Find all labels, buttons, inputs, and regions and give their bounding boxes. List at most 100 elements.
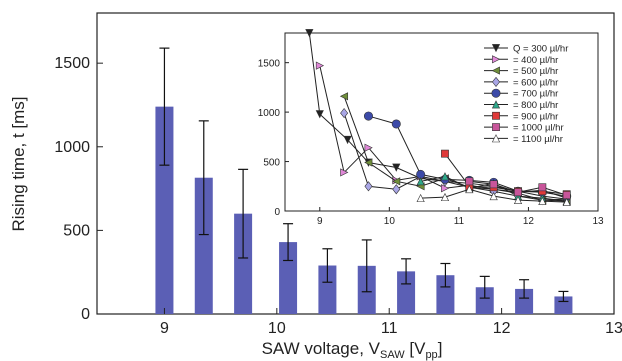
inset-point — [514, 188, 522, 197]
inset-point — [364, 181, 373, 192]
legend-marker — [491, 88, 501, 98]
legend-marker — [492, 76, 500, 87]
bar — [515, 288, 534, 314]
inset-point — [392, 163, 401, 172]
legend-marker — [492, 55, 501, 64]
inset-point — [465, 184, 474, 194]
inset-point — [364, 143, 373, 152]
legend-label: = 800 µl/hr — [513, 100, 558, 111]
inset-series — [465, 177, 571, 200]
inset-x-tick-label: 9 — [317, 216, 323, 227]
inset-x-tick-label: 10 — [384, 216, 396, 227]
inset-point — [340, 168, 349, 177]
inset-point — [489, 191, 498, 201]
inset-y-tick-label: 500 — [263, 158, 280, 169]
inset-point — [364, 158, 373, 167]
legend-item: Q = 300 µl/hr — [484, 44, 568, 55]
legend-item: = 500 µl/hr — [484, 66, 558, 77]
inset-point — [440, 172, 450, 181]
legend-item: = 700 µl/hr — [484, 89, 558, 100]
plot-frame — [96, 12, 615, 315]
inset-point — [343, 135, 352, 145]
bar — [155, 106, 174, 315]
inset-point — [513, 195, 523, 205]
inset-point — [391, 119, 401, 129]
inset-y-tick-label: 1000 — [258, 108, 281, 119]
inset-point — [538, 183, 547, 192]
x-tick-label: 10 — [268, 320, 286, 337]
inset-point — [305, 29, 314, 38]
error-bar — [440, 262, 451, 288]
inset-point — [315, 110, 324, 119]
inset-x-tick-label: 12 — [523, 216, 535, 227]
legend-marker — [492, 123, 500, 131]
legend-marker — [491, 66, 500, 75]
bar — [475, 287, 494, 314]
bar — [554, 296, 573, 314]
bar — [436, 275, 455, 314]
legend-label: = 500 µl/hr — [513, 66, 558, 77]
inset-x-tick-label: 13 — [592, 216, 604, 227]
error-bar — [159, 47, 170, 166]
main-bar-chart: 9 10 11 12 13 0 500 1000 1500 — [54, 12, 622, 337]
inset-series — [416, 184, 571, 206]
inset-point — [489, 180, 498, 189]
inset-point — [416, 193, 425, 203]
error-bar — [558, 290, 569, 303]
inset-point — [315, 61, 325, 70]
inset-point — [416, 177, 425, 186]
inset-point — [392, 184, 401, 195]
inset-point — [538, 196, 547, 206]
y-tick-label: 1000 — [54, 139, 90, 156]
error-bar — [283, 223, 294, 262]
error-bar — [361, 239, 372, 293]
x-tick-label: 9 — [160, 320, 169, 337]
x-tick-label: 13 — [605, 320, 622, 337]
y-tick-label: 500 — [63, 222, 90, 239]
inset-point — [339, 92, 349, 101]
legend-marker — [491, 134, 501, 143]
inset-series-line — [343, 112, 567, 201]
inset-point — [340, 108, 349, 119]
legend-marker — [492, 111, 500, 120]
y-tick-label: 0 — [81, 306, 90, 323]
error-bar — [519, 279, 530, 299]
bar — [194, 177, 213, 314]
legend-item: = 800 µl/hr — [484, 100, 558, 111]
legend-label: = 600 µl/hr — [513, 77, 558, 88]
error-bar — [322, 248, 333, 283]
inset-line-chart: 9 10 11 12 13 0 500 1000 1500 Q = 300 µl/hr= 400 … — [258, 29, 604, 227]
error-bar — [198, 120, 209, 236]
inset-y-tick-label: 0 — [274, 207, 280, 218]
inset-point — [562, 191, 571, 200]
inset-point — [441, 184, 450, 193]
bar — [318, 265, 337, 314]
inset-legend: Q = 300 µl/hr= 400 µl/hr= 500 µl/hr= 600… — [484, 44, 568, 145]
inset-x-tick-label: 11 — [454, 216, 465, 227]
inset-y-tick-label: 1500 — [258, 59, 281, 70]
inset-series-line — [444, 153, 567, 195]
legend-item: = 1000 µl/hr — [484, 123, 564, 134]
error-bar — [479, 275, 490, 299]
x-tick-label: 12 — [493, 320, 511, 337]
inset-point — [465, 177, 474, 186]
inset-point — [392, 177, 401, 186]
bar — [397, 271, 416, 314]
legend-marker — [491, 100, 501, 109]
inset-point — [441, 149, 449, 158]
bar — [234, 213, 253, 314]
inset-point — [440, 192, 450, 202]
x-tick-label: 11 — [381, 320, 398, 337]
inset-point — [562, 197, 571, 206]
error-bar — [401, 258, 412, 285]
legend-label: = 1000 µl/hr — [513, 123, 564, 134]
legend-item: = 1100 µl/hr — [484, 134, 563, 145]
y-axis-label: Rising time, t [ms] — [9, 96, 28, 231]
legend-label: = 900 µl/hr — [513, 111, 558, 122]
legend-marker — [491, 44, 501, 53]
y-tick-label: 1500 — [54, 55, 90, 72]
x-axis-label: SAW voltage, VSAW [Vpp] — [262, 339, 443, 361]
legend-label: = 1100 µl/hr — [513, 134, 563, 145]
legend-label: = 700 µl/hr — [513, 89, 558, 100]
